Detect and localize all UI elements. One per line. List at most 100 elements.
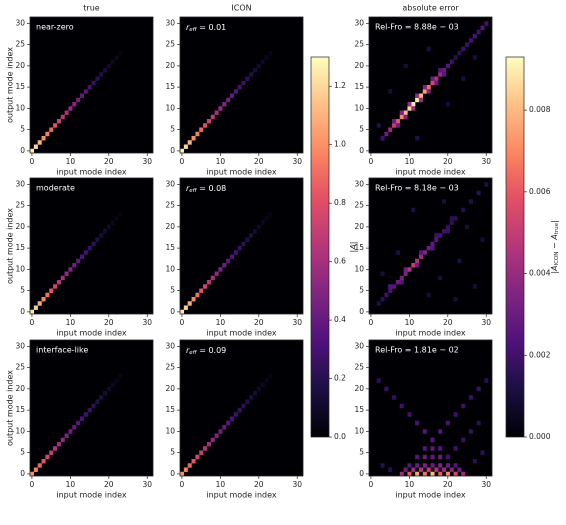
y-tick-label: 15 <box>165 82 175 91</box>
heat-cell <box>203 284 208 289</box>
y-tick-label: 15 <box>165 243 175 252</box>
y-tick-label: 25 <box>165 201 175 210</box>
x-axis-label: input mode index <box>395 491 466 500</box>
x-tick-label: 10 <box>405 318 415 327</box>
heat-cell <box>103 68 108 73</box>
x-axis-label: input mode index <box>56 329 127 338</box>
heat-cell <box>226 258 231 264</box>
panel-title: absolute error <box>402 4 459 13</box>
heat-cell <box>60 114 65 120</box>
heat-cell <box>426 46 431 52</box>
heat-cell <box>68 267 73 272</box>
heat-cell <box>222 263 227 268</box>
heat-cell <box>218 267 223 272</box>
heat-cell <box>472 55 477 60</box>
y-tick-label: 30 <box>165 179 175 188</box>
heat-cell <box>422 85 427 90</box>
heat-cell <box>399 110 404 115</box>
heat-cell <box>110 220 115 225</box>
colorbar-tick-label: 0.008 <box>529 105 551 114</box>
metric-subscript: eff <box>189 27 197 33</box>
heat-cell <box>241 403 246 409</box>
heat-cell <box>268 212 273 217</box>
heat-cell <box>445 420 450 426</box>
heat-cell <box>41 297 46 302</box>
heat-cell <box>264 216 269 221</box>
heat-cell <box>380 136 385 141</box>
x-tick-label: 20 <box>443 157 453 166</box>
heat-cell <box>87 85 92 90</box>
heat-cell <box>30 148 35 154</box>
heat-cell <box>430 454 435 460</box>
heat-cell <box>206 280 211 285</box>
heat-cell <box>180 148 185 154</box>
x-axis-label: input mode index <box>395 329 466 338</box>
heat-cell <box>476 29 481 35</box>
plot-frame <box>29 177 154 315</box>
heat-cell <box>430 241 435 247</box>
x-tick-label: 20 <box>254 318 264 327</box>
y-tick-label: 15 <box>15 405 25 414</box>
label-subscript: true <box>554 222 560 234</box>
heat-cell <box>395 280 400 285</box>
x-tick-label: 10 <box>216 318 226 327</box>
heat-cell <box>388 89 393 94</box>
y-tick-label: 5 <box>170 286 175 295</box>
heat-cell <box>442 229 447 234</box>
y-tick-label: 20 <box>165 222 175 231</box>
heat-cell <box>445 224 450 230</box>
x-tick-label: 20 <box>443 318 453 327</box>
heat-cell <box>72 263 77 268</box>
heat-cell <box>45 131 50 137</box>
heat-cell <box>438 275 443 281</box>
heat-cell <box>430 471 435 477</box>
heat-cell <box>415 263 420 268</box>
heat-cell <box>99 233 104 238</box>
y-tick-label: 20 <box>354 61 364 70</box>
colorbar <box>505 56 525 438</box>
heat-cell <box>41 459 46 464</box>
heat-cell <box>399 471 404 477</box>
heat-cell <box>407 463 412 468</box>
heat-cell <box>438 471 443 477</box>
plot-frame <box>29 16 154 154</box>
heat-cell <box>118 212 123 217</box>
x-tick-label: 10 <box>66 480 76 489</box>
x-tick-label: 10 <box>405 157 415 166</box>
heat-cell <box>95 76 100 81</box>
heat-cell <box>426 85 431 90</box>
heat-cell <box>49 288 54 293</box>
x-tick-label: 30 <box>142 318 152 327</box>
heat-cell <box>468 429 473 434</box>
metric-subscript: eff <box>189 350 197 356</box>
heat-cell <box>229 93 235 98</box>
heat-cell <box>415 136 420 141</box>
heat-cell <box>191 136 196 141</box>
heat-cell <box>256 386 261 392</box>
y-tick-label: 15 <box>354 243 364 252</box>
heat-cell <box>60 275 65 281</box>
heat-cell <box>37 140 42 145</box>
label-subscript: ICON <box>554 252 560 266</box>
heat-cell <box>430 246 435 251</box>
heat-cell <box>87 246 92 251</box>
heat-cell <box>222 425 227 430</box>
y-tick-label: 30 <box>15 341 25 350</box>
y-tick-label: 25 <box>354 40 364 49</box>
x-tick-label: 20 <box>254 480 264 489</box>
heat-cell <box>449 59 454 64</box>
panel-annotation: reff = 0.09 <box>186 346 226 356</box>
x-tick-label: 0 <box>30 318 35 327</box>
heat-cell <box>99 72 104 77</box>
heat-cell <box>411 263 416 268</box>
heat-cell <box>407 102 412 107</box>
heat-cell <box>199 288 204 293</box>
metric-separator: = <box>197 184 209 193</box>
heat-cell <box>453 471 458 477</box>
heat-cell <box>445 229 450 234</box>
y-tick-label: 5 <box>359 286 364 295</box>
heat-cell <box>418 97 424 103</box>
heat-cell <box>183 144 188 149</box>
heat-cell <box>195 131 200 137</box>
heat-cell <box>426 292 431 298</box>
